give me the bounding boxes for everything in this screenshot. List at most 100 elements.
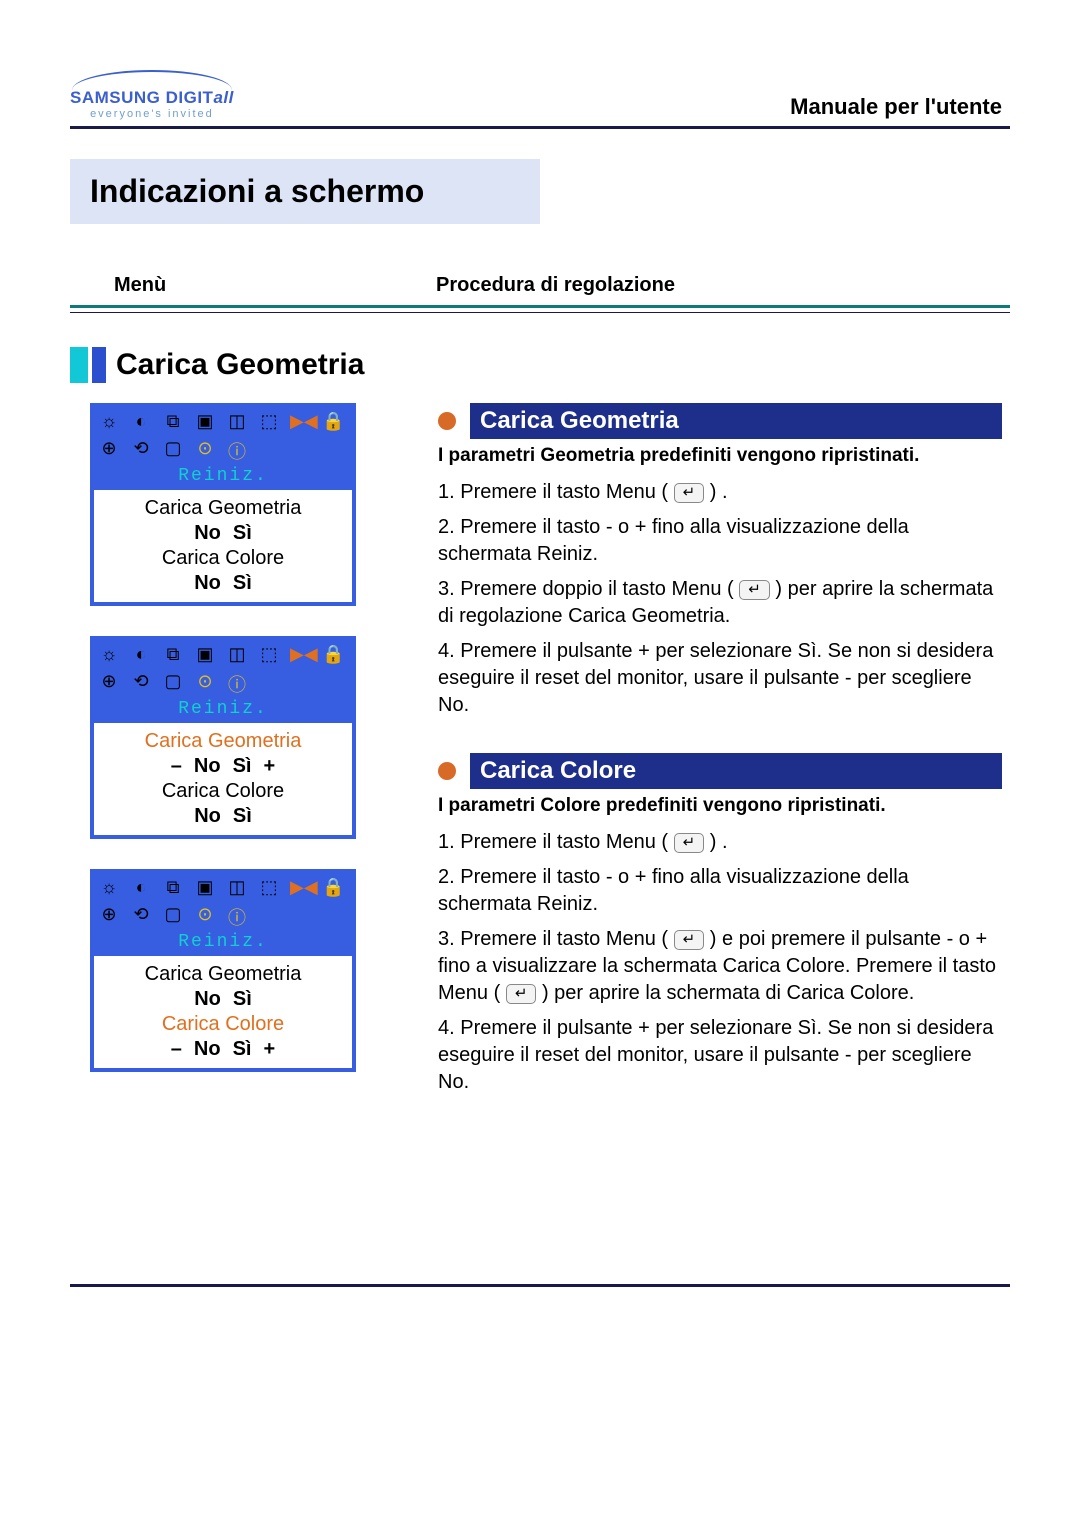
brightness-icon: ☼ (98, 411, 120, 432)
osd-body: Carica Geometria –NoSì+ Carica Colore No… (94, 723, 352, 835)
osd-minus: – (165, 1037, 188, 1062)
clock-icon: ⊙ (194, 904, 216, 930)
position-icon: ▣ (194, 644, 216, 665)
bottom-divider (70, 1284, 1010, 1287)
page-title-bar: Indicazioni a schermo (70, 159, 540, 224)
page-header: SAMSUNG DIGITall everyone's invited Manu… (70, 70, 1010, 120)
step-2: 2. Premere il tasto - o + fino alla visu… (438, 514, 1002, 568)
osd-opt-no: No (188, 804, 227, 829)
osd-icon-row: ☼ ◐ ⧉ ▣ ◫ ⬚ ▶◀ 🔒 ⊕ ⟲ ▢ ⊙ ⓘ (94, 407, 352, 464)
osd-opt-no: No (188, 1037, 227, 1062)
osd-body: Carica Geometria NoSì Carica Colore NoSì (94, 490, 352, 602)
size-icon: ⧉ (162, 644, 184, 665)
step-3a: 3. Premere il tasto Menu ( (438, 928, 668, 950)
rotate-icon: ⟲ (130, 671, 152, 697)
trapezoid-icon: ⬚ (258, 644, 280, 665)
step-3a: 3. Premere doppio il tasto Menu ( (438, 578, 734, 600)
steps-geometria: 1. Premere il tasto Menu ( ↵ ) . 2. Prem… (438, 479, 1002, 719)
menu-button-icon: ↵ (674, 483, 705, 503)
osd-opt-si: Sì (227, 804, 258, 829)
osd-plus: + (258, 1037, 282, 1062)
menu-button-icon: ↵ (506, 984, 537, 1004)
degauss-icon: ⊕ (98, 671, 120, 697)
heading-accent-icon (92, 347, 106, 383)
menu-button-icon: ↵ (674, 833, 705, 853)
step-1b: ) . (710, 831, 728, 853)
step-1a: 1. Premere il tasto Menu ( (438, 481, 668, 503)
degauss-icon: ⊕ (98, 904, 120, 930)
column-labels: Menù Procedura di regolazione (70, 274, 1010, 297)
contrast-icon: ◐ (130, 644, 152, 665)
step-3c: ) per aprire la schermata di Carica Colo… (542, 982, 914, 1004)
reset-icon: ▶◀ (290, 644, 312, 665)
position-icon: ▣ (194, 411, 216, 432)
subsection-desc-colore: I parametri Colore predefiniti vengono r… (438, 795, 1002, 817)
pincushion-icon: ◫ (226, 644, 248, 665)
procedure-column: Carica Geometria I parametri Geometria p… (390, 403, 1010, 1104)
divider-thin (70, 312, 1010, 313)
clock-icon: ⊙ (194, 671, 216, 697)
pincushion-icon: ◫ (226, 877, 248, 898)
osd-header-reiniz: Reiniz. (94, 697, 352, 723)
content-row: ☼ ◐ ⧉ ▣ ◫ ⬚ ▶◀ 🔒 ⊕ ⟲ ▢ ⊙ ⓘ Reiniz. Caric… (70, 403, 1010, 1104)
osd-minus: – (165, 754, 188, 779)
step-4: 4. Premere il pulsante + per selezionare… (438, 638, 1002, 719)
info-icon: ⓘ (226, 438, 248, 464)
lock-icon: 🔒 (322, 877, 344, 898)
osd-panel-3: ☼ ◐ ⧉ ▣ ◫ ⬚ ▶◀ 🔒 ⊕ ⟲ ▢ ⊙ ⓘ Reiniz. Caric… (90, 869, 356, 1072)
osd-row-geometria-active: Carica Geometria (100, 729, 346, 754)
subsection-desc-geometria: I parametri Geometria predefiniti vengon… (438, 445, 1002, 467)
clock-icon: ⊙ (194, 438, 216, 464)
heading-accent-icon (70, 347, 88, 383)
bullet-icon (438, 762, 456, 780)
step-4: 4. Premere il pulsante + per selezionare… (438, 1015, 1002, 1096)
trapezoid-icon: ⬚ (258, 877, 280, 898)
screen-icon: ▢ (162, 904, 184, 930)
osd-opt-si: Sì (227, 521, 258, 546)
brightness-icon: ☼ (98, 644, 120, 665)
degauss-icon: ⊕ (98, 438, 120, 464)
screen-icon: ▢ (162, 671, 184, 697)
osd-opt-si: Sì (227, 987, 258, 1012)
osd-plus: + (258, 754, 282, 779)
lock-icon: 🔒 (322, 411, 344, 432)
osd-opt-si: Sì (227, 754, 258, 779)
osd-opt-no: No (188, 521, 227, 546)
brightness-icon: ☼ (98, 877, 120, 898)
divider (70, 126, 1010, 129)
size-icon: ⧉ (162, 411, 184, 432)
rotate-icon: ⟲ (130, 438, 152, 464)
osd-body: Carica Geometria NoSì Carica Colore –NoS… (94, 956, 352, 1068)
osd-panel-2: ☼ ◐ ⧉ ▣ ◫ ⬚ ▶◀ 🔒 ⊕ ⟲ ▢ ⊙ ⓘ Reiniz. Caric… (90, 636, 356, 839)
page-title: Indicazioni a schermo (90, 173, 424, 209)
osd-row-geometria: Carica Geometria (100, 962, 346, 987)
osd-row-geometria: Carica Geometria (100, 496, 346, 521)
screen-icon: ▢ (162, 438, 184, 464)
logo-text-main: SAMSUNG DIGIT (70, 88, 213, 107)
reset-icon: ▶◀ (290, 877, 312, 898)
steps-colore: 1. Premere il tasto Menu ( ↵ ) . 2. Prem… (438, 829, 1002, 1096)
osd-row-colore: Carica Colore (100, 546, 346, 571)
section-heading-row: Carica Geometria (70, 347, 1010, 383)
osd-opt-si: Sì (227, 1037, 258, 1062)
logo: SAMSUNG DIGITall everyone's invited (70, 70, 234, 120)
contrast-icon: ◐ (130, 877, 152, 898)
osd-panel-1: ☼ ◐ ⧉ ▣ ◫ ⬚ ▶◀ 🔒 ⊕ ⟲ ▢ ⊙ ⓘ Reiniz. Caric… (90, 403, 356, 606)
subsection-header-row: Carica Geometria (438, 403, 1002, 439)
label-menu: Menù (70, 274, 414, 297)
manual-title: Manuale per l'utente (790, 94, 1010, 120)
trapezoid-icon: ⬚ (258, 411, 280, 432)
lock-icon: 🔒 (322, 644, 344, 665)
osd-opt-no: No (188, 754, 227, 779)
osd-screenshots-column: ☼ ◐ ⧉ ▣ ◫ ⬚ ▶◀ 🔒 ⊕ ⟲ ▢ ⊙ ⓘ Reiniz. Caric… (70, 403, 390, 1104)
logo-text-suffix: all (213, 88, 233, 107)
step-2: 2. Premere il tasto - o + fino alla visu… (438, 864, 1002, 918)
position-icon: ▣ (194, 877, 216, 898)
subsection-title-colore: Carica Colore (470, 753, 1002, 789)
pincushion-icon: ◫ (226, 411, 248, 432)
label-procedure: Procedura di regolazione (414, 274, 675, 297)
osd-header-reiniz: Reiniz. (94, 464, 352, 490)
size-icon: ⧉ (162, 877, 184, 898)
info-icon: ⓘ (226, 904, 248, 930)
logo-arc-icon (72, 70, 232, 90)
